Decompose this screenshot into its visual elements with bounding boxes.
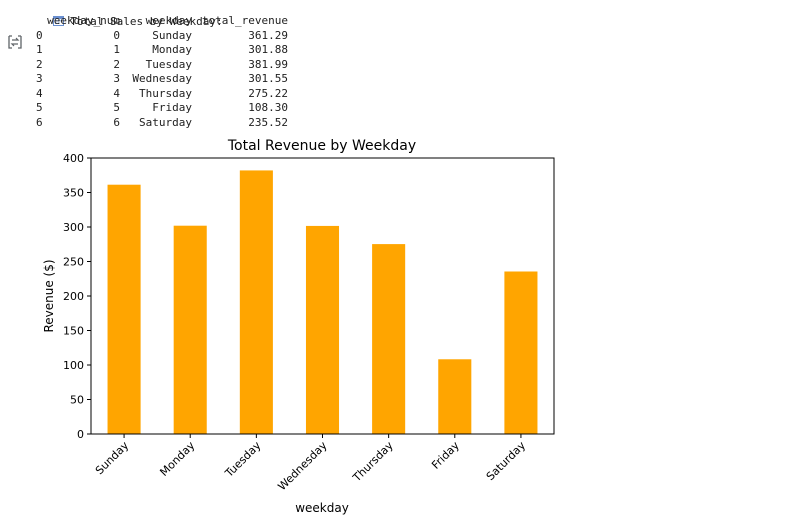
y-tick-label: 300 (63, 221, 84, 234)
table-cell: 5 (113, 101, 120, 114)
x-axis-label: weekday (295, 501, 349, 515)
table-cell: Sunday (152, 28, 192, 42)
x-tick-label: Monday (157, 439, 197, 479)
y-tick-label: 100 (63, 359, 84, 372)
bar-wednesday (305, 225, 340, 434)
table-cell: 275.22 (248, 86, 288, 100)
table-cell: 4 (113, 86, 120, 100)
y-tick-label: 250 (63, 256, 84, 269)
bar-sunday (107, 184, 141, 434)
chart-title: Total Revenue by Weekday (227, 138, 416, 154)
table-cell: 3 (113, 72, 120, 85)
table-cell: Thursday (139, 86, 192, 100)
table-cell: 6 (113, 115, 120, 129)
table-cell: 1 (113, 43, 120, 56)
x-tick-label: Sunday (93, 439, 132, 478)
row-index: 1 (36, 43, 43, 56)
x-tick-label: Thursday (350, 439, 396, 485)
y-tick-label: 50 (70, 394, 84, 407)
x-tick-label: Tuesday (222, 439, 264, 481)
output-header: Total Sales by Weekday: (40, 1, 223, 28)
y-tick-label: 350 (63, 187, 84, 200)
table-cell: 108.30 (248, 101, 288, 114)
table-cell: 0 (113, 28, 120, 42)
table-cell: 235.52 (248, 115, 288, 129)
table-cell: Tuesday (145, 57, 192, 71)
row-index: 3 (36, 72, 43, 85)
y-tick-label: 0 (77, 428, 84, 441)
table-cell: 2 (113, 57, 120, 71)
row-index: 4 (36, 86, 43, 100)
y-tick-label: 200 (63, 290, 84, 303)
table-cell: Friday (152, 101, 192, 114)
column-header: weekday (145, 14, 192, 27)
column-header: total_revenue (201, 14, 288, 27)
y-tick-label: 400 (63, 152, 84, 165)
output-header-text: Total Sales by Weekday: (70, 15, 223, 28)
bar-tuesday (239, 170, 273, 435)
row-index: 6 (36, 115, 43, 129)
table-cell: 361.29 (248, 28, 288, 42)
y-axis-label: Revenue ($) (42, 259, 56, 332)
bar-thursday (372, 244, 406, 434)
row-index: 2 (36, 57, 43, 71)
row-index: 0 (36, 28, 43, 42)
plot-frame (90, 157, 555, 435)
calendar-icon (53, 16, 65, 26)
table-cell: 301.88 (248, 43, 288, 56)
table-cell: Wednesday (132, 72, 192, 85)
table-cell: 381.99 (248, 57, 288, 71)
bar-friday (438, 359, 472, 434)
column-header: weekday_num (47, 14, 120, 27)
bar-saturday (504, 271, 538, 434)
row-index: 5 (36, 101, 43, 114)
bar-monday (173, 225, 207, 434)
y-tick-label: 150 (63, 325, 84, 338)
table-cell: 301.55 (248, 72, 288, 85)
table-cell: Saturday (139, 115, 192, 129)
table-cell: Monday (152, 43, 192, 56)
x-tick-label: Friday (429, 439, 462, 472)
x-tick-label: Wednesday (275, 439, 330, 494)
x-tick-label: Saturday (484, 439, 529, 484)
output-toggle-icon[interactable] (6, 33, 24, 51)
